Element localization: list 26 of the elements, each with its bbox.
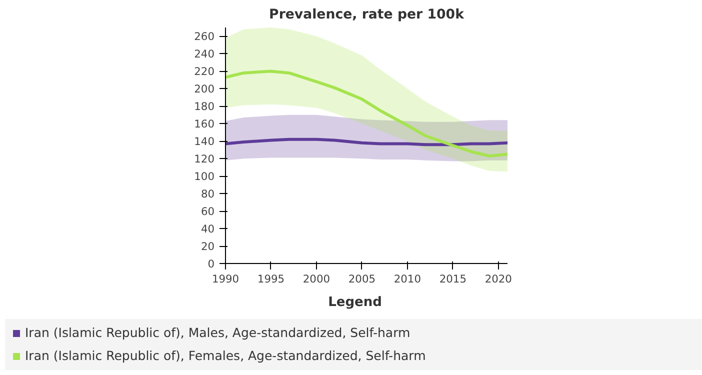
x-tick-label: 1990 bbox=[212, 272, 240, 286]
x-tick-label: 1995 bbox=[257, 272, 285, 286]
y-tick-label: 140 bbox=[194, 135, 215, 148]
legend-label: Iran (Islamic Republic of), Males, Age-standardized, Self-harm bbox=[24, 324, 412, 342]
y-tick-label: 220 bbox=[194, 65, 215, 78]
y-tick-label: 160 bbox=[194, 118, 215, 131]
y-tick-label: 180 bbox=[194, 100, 215, 114]
y-tick-label: 120 bbox=[194, 152, 215, 166]
x-tick-label: 2020 bbox=[484, 272, 512, 286]
y-tick-label: 200 bbox=[194, 82, 215, 96]
y-tick-label: 60 bbox=[200, 205, 215, 218]
x-tick-label: 2015 bbox=[439, 272, 466, 286]
legend-title: Legend bbox=[327, 294, 383, 312]
line-series bbox=[226, 70, 508, 158]
y-tick-label: 0 bbox=[208, 258, 215, 270]
y-tick-label: 40 bbox=[200, 222, 215, 236]
chart-title: Prevalence, rate per 100k bbox=[269, 8, 466, 22]
y-tick-label: 100 bbox=[194, 170, 215, 184]
x-tick-label: 2005 bbox=[348, 272, 376, 286]
x-tick-label: 2010 bbox=[394, 272, 422, 286]
y-tick-label: 20 bbox=[200, 240, 215, 254]
x-tick-label: 2000 bbox=[302, 272, 330, 286]
legend-label: Iran (Islamic Republic of), Females, Age-standardized, Self-harm bbox=[24, 347, 427, 366]
y-tick-label: 80 bbox=[200, 188, 215, 201]
y-tick-label: 260 bbox=[194, 30, 215, 44]
y-tick-label: 240 bbox=[194, 48, 215, 61]
